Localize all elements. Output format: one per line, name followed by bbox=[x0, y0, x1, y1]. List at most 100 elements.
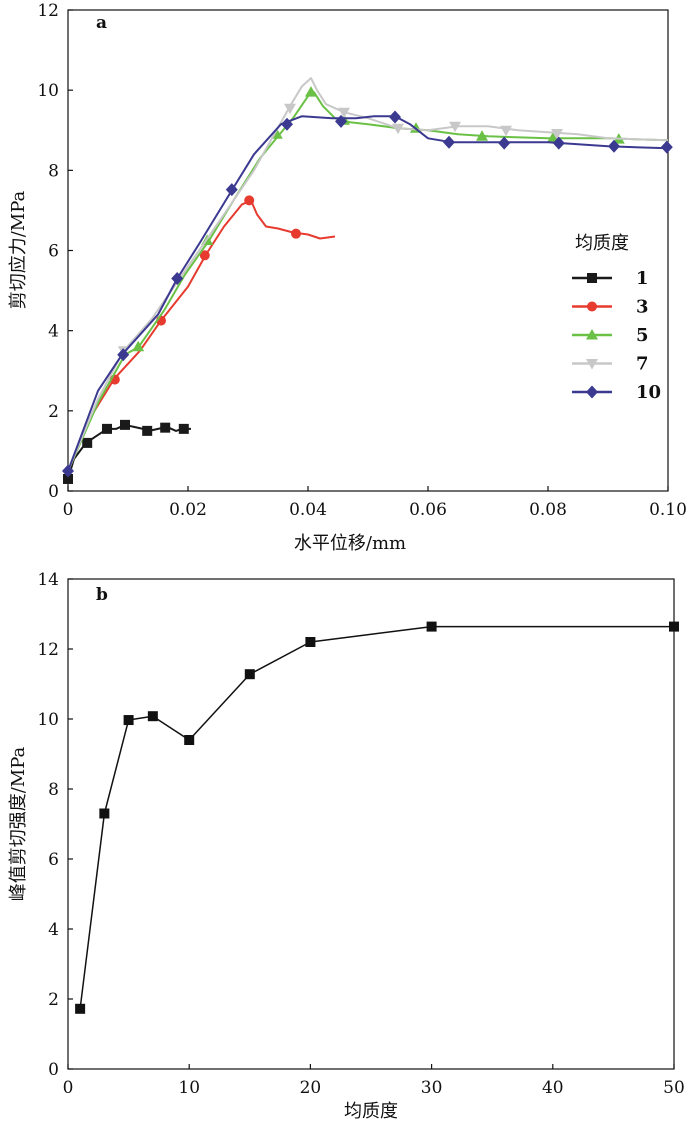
data-point bbox=[132, 340, 145, 352]
series-line bbox=[67, 77, 669, 472]
chart-b: b 0 2 4 6 8 10 12 14 0 10 20 30 40 50 均质度 峰值剪切强度/MPa bbox=[8, 570, 685, 1122]
legend-label: 7 bbox=[636, 354, 649, 375]
series-line bbox=[67, 423, 191, 480]
legend-item-7: 7 bbox=[572, 354, 649, 375]
legend-item-3: 3 bbox=[572, 297, 649, 318]
data-point bbox=[120, 419, 130, 430]
x-tick-label: 40 bbox=[542, 1078, 564, 1098]
series-group-a bbox=[62, 77, 673, 484]
data-point bbox=[99, 808, 110, 819]
y-axis-b: 0 2 4 6 8 10 12 14 bbox=[37, 570, 73, 1080]
data-point bbox=[281, 117, 293, 131]
data-point bbox=[500, 125, 512, 137]
data-point bbox=[291, 228, 301, 239]
data-point bbox=[552, 136, 565, 150]
legend-marker bbox=[586, 329, 598, 340]
y-tick-label: 10 bbox=[37, 710, 59, 730]
y-tick-label: 6 bbox=[48, 850, 59, 870]
legend-title: 均质度 bbox=[575, 233, 629, 254]
data-point bbox=[82, 437, 93, 448]
data-point bbox=[551, 128, 563, 140]
series-0 bbox=[75, 621, 679, 1014]
y-tick-label: 14 bbox=[37, 570, 59, 590]
legend-label: 5 bbox=[636, 325, 649, 346]
data-point bbox=[305, 637, 316, 647]
data-point bbox=[160, 422, 171, 433]
x-tick-label: 0.02 bbox=[169, 500, 207, 520]
panel-label-b: b bbox=[96, 585, 108, 605]
data-point bbox=[142, 425, 153, 436]
legend-a: 均质度 1 3 5 7 10 bbox=[572, 233, 661, 403]
y-tick-label: 4 bbox=[48, 322, 59, 342]
x-axis-label-a: 水平位移/mm bbox=[294, 533, 406, 554]
data-point bbox=[608, 139, 620, 153]
legend-item-10: 10 bbox=[572, 382, 661, 403]
x-axis-b: 0 10 20 30 40 50 bbox=[63, 1064, 685, 1098]
legend-label: 1 bbox=[636, 268, 649, 289]
y-tick-label: 8 bbox=[48, 780, 59, 800]
y-tick-label: 0 bbox=[48, 482, 59, 502]
x-tick-label: 50 bbox=[663, 1078, 685, 1098]
data-point bbox=[117, 348, 130, 362]
data-point bbox=[244, 195, 255, 206]
y-tick-label: 10 bbox=[37, 81, 59, 101]
x-axis-label-b: 均质度 bbox=[344, 1101, 398, 1122]
x-tick-label: 0 bbox=[63, 1078, 74, 1098]
legend-label: 10 bbox=[636, 382, 661, 403]
legend-item-5: 5 bbox=[572, 325, 649, 346]
x-tick-label: 0.06 bbox=[409, 500, 447, 520]
data-point bbox=[102, 423, 112, 434]
series-line bbox=[67, 91, 669, 472]
data-point bbox=[199, 250, 210, 261]
y-tick-label: 12 bbox=[37, 640, 59, 660]
y-axis-label-a: 剪切应力/MPa bbox=[8, 190, 29, 309]
legend-marker bbox=[587, 273, 597, 283]
data-point bbox=[225, 183, 238, 197]
panel-label-a: a bbox=[96, 13, 107, 33]
x-tick-label: 0 bbox=[63, 500, 74, 520]
legend-marker bbox=[586, 385, 598, 399]
series-line bbox=[79, 625, 674, 1009]
y-tick-label: 2 bbox=[48, 990, 59, 1010]
plot-frame-b bbox=[67, 578, 675, 1070]
y-axis-label-b: 峰值剪切强度/MPa bbox=[8, 746, 29, 901]
data-point bbox=[244, 669, 255, 680]
data-point bbox=[178, 423, 189, 434]
data-point bbox=[660, 140, 673, 154]
data-point bbox=[123, 715, 134, 726]
data-point bbox=[171, 272, 184, 286]
legend-label: 3 bbox=[636, 297, 649, 318]
data-point bbox=[449, 121, 461, 133]
y-tick-label: 2 bbox=[48, 402, 59, 422]
x-tick-label: 30 bbox=[421, 1078, 443, 1098]
data-point bbox=[338, 107, 350, 119]
x-tick-label: 20 bbox=[300, 1078, 322, 1098]
series-10 bbox=[62, 110, 673, 478]
x-tick-label: 0.10 bbox=[649, 500, 687, 520]
chart-a: a 0 2 4 6 8 10 12 0 0.02 0.04 0.06 0.08 0.10 水平位移/m… bbox=[8, 1, 687, 554]
data-point bbox=[284, 103, 296, 115]
data-point bbox=[669, 621, 679, 632]
data-point bbox=[63, 473, 73, 484]
data-point bbox=[147, 711, 158, 722]
series-line bbox=[67, 115, 669, 472]
data-point bbox=[184, 735, 195, 745]
series-1 bbox=[63, 419, 191, 484]
legend-marker bbox=[586, 359, 598, 370]
y-tick-label: 4 bbox=[48, 920, 59, 940]
legend-item-1: 1 bbox=[572, 268, 649, 289]
series-7 bbox=[67, 77, 669, 472]
data-point bbox=[426, 621, 437, 632]
series-3 bbox=[67, 195, 336, 472]
data-point bbox=[443, 135, 455, 149]
data-point bbox=[305, 86, 317, 97]
x-axis-a: 0 0.02 0.04 0.06 0.08 0.10 bbox=[63, 486, 687, 520]
data-point bbox=[476, 130, 488, 141]
data-point bbox=[392, 123, 404, 135]
y-tick-label: 6 bbox=[48, 242, 59, 262]
series-group-b bbox=[75, 621, 679, 1014]
data-point bbox=[62, 464, 74, 478]
y-axis-a: 0 2 4 6 8 10 12 bbox=[37, 1, 73, 502]
data-point bbox=[389, 110, 401, 124]
